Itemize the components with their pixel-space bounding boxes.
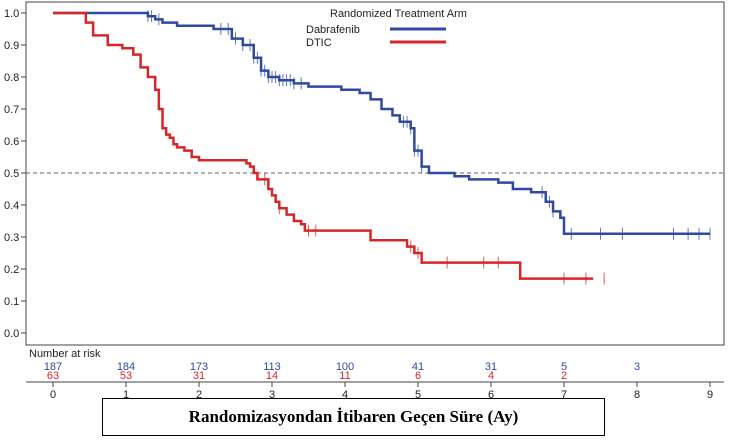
risk-count-dtic: 31 (193, 370, 205, 382)
risk-count-dtic: 53 (120, 370, 132, 382)
x-tick-label: 9 (707, 389, 713, 401)
y-tick-label: 1.0 (4, 8, 19, 20)
risk-table-label: Number at risk (29, 348, 101, 360)
x-tick-label: 7 (561, 389, 567, 401)
risk-count-dabrafenib: 100 (336, 361, 354, 373)
y-tick-label: 0.3 (4, 232, 19, 244)
x-tick-label: 0 (50, 389, 56, 401)
risk-count-dtic: 2 (561, 370, 567, 382)
y-tick-label: 0.6 (4, 136, 19, 148)
risk-count-dabrafenib: 31 (485, 361, 497, 373)
x-tick-label: 1 (123, 389, 129, 401)
risk-count-dtic: 14 (266, 370, 278, 382)
x-tick-label: 4 (342, 389, 348, 401)
risk-count-dtic: 4 (488, 370, 494, 382)
y-tick-label: 0.4 (4, 200, 19, 212)
y-tick-label: 0.5 (4, 168, 19, 180)
risk-count-dabrafenib: 113 (263, 361, 281, 373)
risk-count-dabrafenib: 184 (117, 361, 135, 373)
x-tick-label: 3 (269, 389, 275, 401)
x-axis-caption-box: Randomizasyondan İtibaren Geçen Süre (Ay… (102, 398, 605, 436)
legend-label-dtic: DTIC (306, 37, 332, 49)
risk-count-dabrafenib: 41 (412, 361, 424, 373)
plot-frame (25, 1, 725, 346)
risk-count-dabrafenib: 3 (634, 361, 640, 373)
x-tick-label: 2 (196, 389, 202, 401)
survival-curve-dtic (53, 11, 594, 280)
risk-count-dtic: 11 (339, 370, 350, 382)
x-tick-label: 6 (488, 389, 494, 401)
y-tick-label: 0.0 (4, 328, 19, 340)
y-tick-label: 0.7 (4, 104, 19, 116)
legend-title: Randomized Treatment Arm (330, 8, 467, 20)
risk-table: Number at risk 187 184 173 113 100 41 31 5 363 53… (29, 348, 640, 382)
risk-count-dtic: 63 (47, 370, 59, 382)
risk-count-dabrafenib: 5 (561, 361, 567, 373)
y-tick-label: 0.8 (4, 72, 19, 84)
risk-count-dtic: 6 (415, 370, 421, 382)
risk-count-dabrafenib: 187 (44, 361, 62, 373)
y-tick-label: 0.2 (4, 264, 19, 276)
y-tick-label: 0.9 (4, 40, 19, 52)
x-tick-label: 8 (634, 389, 640, 401)
y-tick-label: 0.1 (4, 296, 19, 308)
risk-count-dabrafenib: 173 (190, 361, 208, 373)
x-tick-label: 5 (415, 389, 421, 401)
survival-curve-dabrafenib (53, 11, 710, 236)
x-axis-caption: Randomizasyondan İtibaren Geçen Süre (Ay… (188, 407, 519, 426)
legend-label-dabrafenib: Dabrafenib (306, 24, 360, 36)
